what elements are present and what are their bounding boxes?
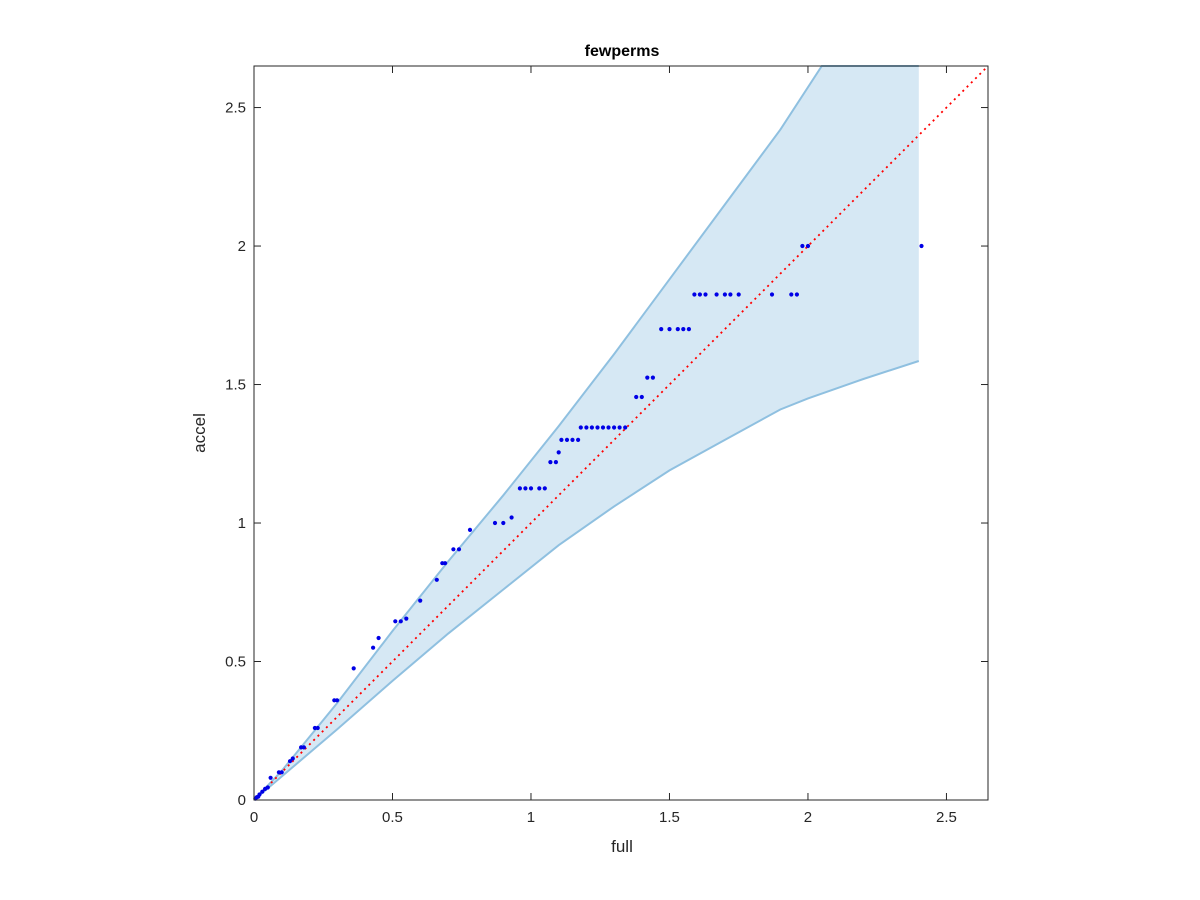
- reference-line: [253, 65, 989, 801]
- data-point: [537, 486, 542, 491]
- data-point: [589, 425, 595, 430]
- data-point: [467, 527, 473, 533]
- data-point: [456, 547, 462, 552]
- data-point: [434, 577, 439, 582]
- data-point: [398, 619, 403, 624]
- data-point: [728, 292, 733, 297]
- data-point: [805, 243, 811, 249]
- data-point: [736, 292, 741, 297]
- data-point: [703, 292, 708, 297]
- data-point: [634, 394, 639, 400]
- data-point: [492, 520, 498, 526]
- data-point: [675, 327, 680, 332]
- data-point: [789, 292, 794, 297]
- data-point: [287, 759, 293, 764]
- data-point: [659, 327, 664, 332]
- data-point: [623, 425, 628, 430]
- data-point: [800, 243, 805, 249]
- data-point: [290, 756, 295, 761]
- data-point: [268, 775, 273, 780]
- y-tick-label: 1: [238, 515, 246, 532]
- data-point: [279, 770, 284, 775]
- data-point: [265, 785, 270, 790]
- data-point: [697, 292, 703, 297]
- y-axis-label: accel: [190, 413, 209, 453]
- data-point: [542, 486, 547, 491]
- band-upper-edge: [253, 65, 919, 801]
- data-point: [919, 243, 924, 249]
- data-point: [501, 520, 506, 526]
- data-point: [315, 725, 320, 731]
- data-point: [650, 375, 656, 380]
- data-point: [714, 292, 719, 297]
- data-point: [451, 547, 456, 552]
- data-point: [617, 425, 622, 430]
- y-tick-label: 0: [238, 792, 246, 809]
- y-tick-label: 1.5: [225, 377, 246, 394]
- data-point: [404, 616, 409, 621]
- data-point: [692, 292, 697, 297]
- x-tick-label: 2.5: [936, 809, 957, 826]
- data-point: [335, 698, 340, 703]
- x-tick-label: 0: [250, 809, 258, 826]
- data-point: [584, 425, 589, 430]
- data-point: [612, 425, 617, 430]
- data-point: [517, 486, 523, 491]
- chart-title: fewperms: [585, 43, 660, 60]
- data-point: [301, 745, 306, 750]
- data-point: [556, 450, 561, 455]
- x-tick-label: 1: [527, 809, 535, 826]
- data-point: [528, 486, 534, 491]
- data-point: [257, 792, 262, 797]
- plot-area: 0 0.5 1 1.5 2 2.5 0 0.5 1 1.5 2 2.5: [225, 65, 989, 826]
- data-point: [371, 645, 376, 650]
- data-point: [570, 437, 575, 442]
- data-point: [686, 327, 692, 332]
- data-point: [639, 394, 644, 400]
- data-point: [606, 425, 611, 430]
- x-tick-label: 0.5: [382, 809, 403, 826]
- y-tick-label: 2.5: [225, 100, 246, 117]
- data-point: [260, 789, 265, 794]
- y-tick-label: 2: [238, 238, 246, 255]
- data-point: [559, 437, 564, 442]
- data-point: [722, 292, 728, 297]
- x-tick-label: 2: [804, 809, 812, 826]
- data-point: [376, 635, 381, 641]
- data-point: [443, 561, 448, 566]
- data-point: [667, 327, 672, 332]
- data-point: [548, 460, 553, 465]
- data-point: [645, 375, 650, 380]
- data-point: [564, 437, 570, 442]
- data-point: [578, 425, 583, 430]
- x-tick-label: 1.5: [659, 809, 680, 826]
- data-point: [681, 327, 686, 332]
- data-point: [523, 486, 528, 491]
- axes-box: [253, 65, 989, 801]
- data-point: [351, 666, 356, 671]
- data-point: [595, 425, 600, 430]
- confidence-band: [254, 66, 919, 800]
- data-point: [600, 425, 606, 430]
- y-tick-label: 0.5: [225, 654, 246, 671]
- data-point: [418, 598, 423, 603]
- data-point: [393, 619, 398, 624]
- band-lower-edge: [253, 360, 920, 801]
- data-point: [794, 292, 800, 297]
- data-point: [553, 460, 559, 465]
- data-point: [509, 515, 514, 520]
- x-axis-label: full: [611, 837, 633, 856]
- data-point: [576, 437, 581, 442]
- data-point: [769, 292, 775, 297]
